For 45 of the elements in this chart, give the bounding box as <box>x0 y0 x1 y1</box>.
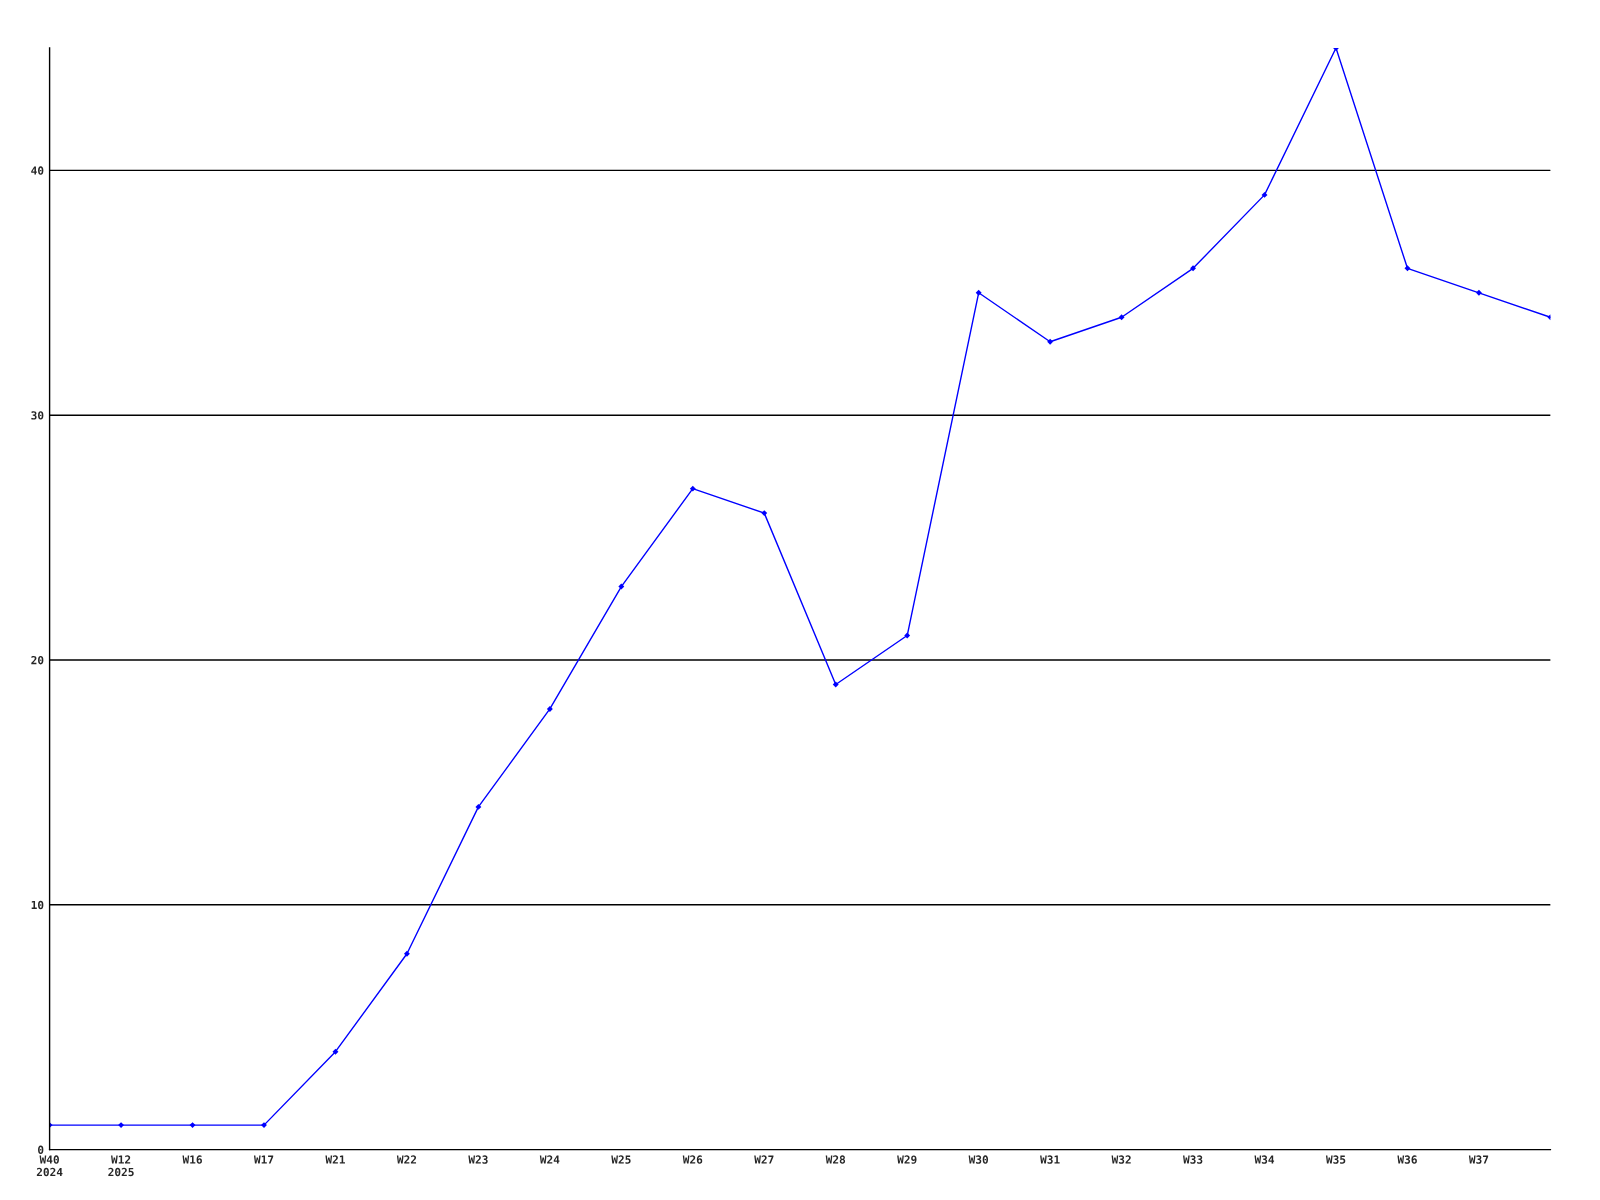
x-tick-label: W37 <box>1468 1155 1489 1164</box>
x-tick-label: W36 <box>1397 1155 1417 1164</box>
x-tick-label: W34 <box>1254 1155 1275 1164</box>
x-tick-label: W29 <box>897 1155 917 1164</box>
x-tick-label: W35 <box>1325 1155 1346 1164</box>
x-tick-label: W30 <box>968 1155 989 1164</box>
line-series <box>49 48 1551 1129</box>
x-tick-label: W27 <box>754 1155 774 1164</box>
x-tick-label: W23 <box>468 1155 488 1164</box>
x-tick-label: W24 <box>539 1155 560 1164</box>
x-tick-label: W21 <box>325 1155 345 1164</box>
point <box>261 1122 267 1129</box>
point <box>761 510 768 517</box>
x-tick-label: W31 <box>1040 1155 1060 1164</box>
point <box>689 485 696 492</box>
y-tick-label: 10 <box>31 900 44 910</box>
y-tick-label: 30 <box>31 411 44 420</box>
x-tick-label: W22 <box>396 1155 417 1164</box>
x-tick-label: W28 <box>825 1155 846 1164</box>
y-tick-label: 0 <box>38 1145 44 1154</box>
x-tick-label: W32 <box>1111 1155 1131 1164</box>
point <box>618 583 625 590</box>
point <box>189 1122 196 1129</box>
x-tick-label: W16 <box>182 1155 202 1164</box>
point <box>546 706 553 712</box>
point <box>1475 289 1482 296</box>
x-tick-label: W33 <box>1183 1155 1203 1164</box>
x-tick-label: W12 2025 <box>108 1155 134 1177</box>
y-tick-label: 20 <box>31 655 44 665</box>
point <box>1047 338 1054 345</box>
point <box>1118 314 1125 321</box>
x-tick-label: W26 <box>682 1155 703 1164</box>
x-tick-label: W40 2024 <box>36 1155 63 1177</box>
x-tick-label: W17 <box>253 1155 274 1164</box>
point <box>403 950 410 957</box>
point <box>475 803 482 810</box>
point <box>1190 265 1197 272</box>
point <box>332 1048 339 1055</box>
x-tick-label: W25 <box>611 1155 631 1164</box>
point <box>904 632 911 639</box>
point <box>975 289 982 296</box>
point <box>1261 191 1268 198</box>
point <box>832 681 839 688</box>
point <box>1404 265 1411 272</box>
y-tick-label: 40 <box>31 166 44 175</box>
